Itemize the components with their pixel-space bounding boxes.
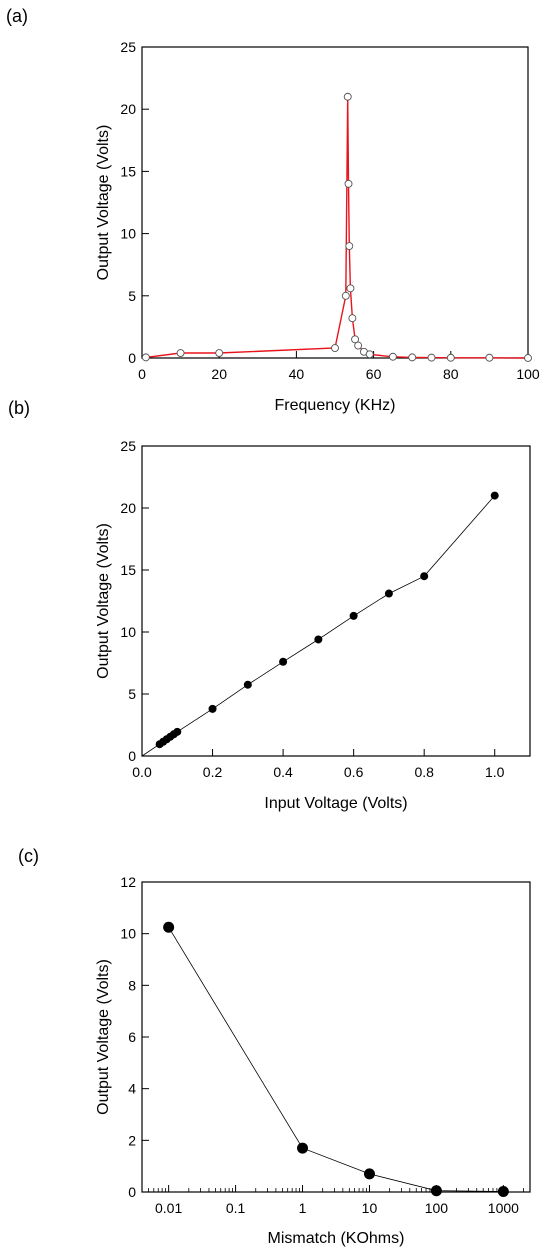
chart-c-xtick-label: 1 bbox=[299, 1200, 307, 1216]
chart-c-ytick-label: 2 bbox=[128, 1132, 136, 1148]
chart-c-series-line bbox=[168, 926, 504, 1192]
chart-b-data-point bbox=[420, 572, 429, 581]
chart-b-ytick-label: 25 bbox=[120, 438, 136, 454]
chart-c-data-point bbox=[363, 1168, 375, 1180]
chart-b-ytick-label: 0 bbox=[128, 748, 136, 764]
chart-a-ytick-label: 5 bbox=[128, 288, 136, 304]
chart-a-xtick-label: 100 bbox=[516, 366, 540, 382]
chart-a-ytick-label: 25 bbox=[120, 39, 136, 55]
chart-c-ytick-label: 6 bbox=[128, 1029, 136, 1045]
chart-b-data-point bbox=[279, 657, 288, 666]
chart-c-xtick-label: 0.01 bbox=[155, 1200, 182, 1216]
chart-a-data-point bbox=[331, 344, 339, 352]
chart-a-plot-frame bbox=[141, 46, 529, 359]
chart-c-ytick-label: 12 bbox=[120, 874, 136, 890]
chart-a-ytick-label: 0 bbox=[128, 350, 136, 366]
chart-c-xtick-label: 10 bbox=[362, 1200, 378, 1216]
chart-b-x-axis-label: Input Voltage (Volts) bbox=[264, 795, 407, 812]
chart-c-data-point bbox=[497, 1185, 509, 1197]
chart-c-data-point bbox=[430, 1185, 442, 1197]
chart-a-data-point bbox=[344, 179, 353, 188]
panel-label-b: (b) bbox=[8, 398, 30, 418]
chart-b-series-line bbox=[141, 495, 496, 757]
chart-b-xtick-label: 0.8 bbox=[414, 764, 434, 780]
chart-a-data-point bbox=[343, 92, 352, 101]
chart-a-data-point bbox=[215, 349, 224, 357]
chart-b-ytick-label: 15 bbox=[120, 562, 136, 578]
chart-a-data-point bbox=[341, 291, 350, 300]
chart-b-ytick-label: 5 bbox=[128, 686, 136, 702]
chart-a-y-axis-label: Output Voltage (Volts) bbox=[95, 125, 112, 281]
chart-b-y-axis-label: Output Voltage (Volts) bbox=[95, 523, 112, 679]
chart-a-data-point bbox=[388, 352, 397, 361]
chart-b-data-point bbox=[490, 491, 499, 500]
chart-b-data-point bbox=[173, 727, 182, 736]
chart-c-xtick-label: 0.1 bbox=[226, 1200, 246, 1216]
chart-a-data-point bbox=[351, 335, 360, 344]
chart-c-xtick-label: 100 bbox=[425, 1200, 449, 1216]
chart-a-data-point bbox=[348, 314, 357, 323]
chart-a-series-line bbox=[145, 96, 529, 359]
chart-a-ytick-label: 15 bbox=[120, 163, 136, 179]
chart-c-plot-frame bbox=[141, 881, 531, 1193]
chart-a-data-point bbox=[485, 353, 494, 362]
chart-b-data-point bbox=[314, 635, 323, 644]
chart-a-data-point bbox=[346, 284, 355, 293]
chart-a-data-point bbox=[176, 349, 185, 357]
chart-b-data-point bbox=[208, 704, 217, 713]
chart-a-data-point bbox=[141, 353, 150, 362]
chart-a-xtick-label: 20 bbox=[211, 366, 227, 382]
chart-b-xtick-label: 0.4 bbox=[273, 764, 293, 780]
chart-a-xtick-label: 60 bbox=[366, 366, 382, 382]
chart-b-plot-frame bbox=[141, 445, 531, 757]
chart-a-data-point bbox=[354, 341, 363, 350]
chart-b-xtick-label: 0.6 bbox=[344, 764, 364, 780]
chart-b-xtick-label: 1.0 bbox=[485, 764, 505, 780]
chart-c-data-point bbox=[163, 921, 175, 933]
chart-a-xtick-label: 0 bbox=[138, 366, 146, 382]
chart-a-xtick-label: 40 bbox=[289, 366, 305, 382]
chart-b-xtick-label: 0.0 bbox=[132, 764, 152, 780]
chart-a-x-axis-label: Frequency (KHz) bbox=[275, 397, 396, 414]
chart-a-ytick-label: 10 bbox=[120, 226, 136, 242]
chart-a-data-point bbox=[427, 353, 436, 362]
chart-b-data-point bbox=[349, 611, 358, 620]
chart-c-data-point bbox=[297, 1142, 309, 1154]
chart-a-data-point bbox=[365, 350, 374, 359]
chart-c-ytick-label: 10 bbox=[120, 926, 136, 942]
chart-b-ytick-label: 20 bbox=[120, 500, 136, 516]
chart-a-data-point bbox=[446, 353, 455, 362]
chart-b-data-point bbox=[243, 680, 252, 689]
chart-a-xtick-label: 80 bbox=[443, 366, 459, 382]
chart-c-y-axis-label: Output Voltage (Volts) bbox=[95, 959, 112, 1115]
chart-c-x-axis-label: Mismatch (KOhms) bbox=[268, 1230, 405, 1247]
chart-c-ytick-label: 4 bbox=[128, 1081, 136, 1097]
chart-b-xtick-label: 0.2 bbox=[203, 764, 223, 780]
chart-b-ytick-label: 10 bbox=[120, 624, 136, 640]
chart-b-data-point bbox=[384, 589, 393, 598]
chart-a-data-point bbox=[345, 242, 354, 250]
chart-a-data-point bbox=[408, 353, 417, 362]
chart-c-xtick-label: 1000 bbox=[488, 1200, 519, 1216]
chart-a-ytick-label: 20 bbox=[120, 101, 136, 117]
chart-c-ytick-label: 8 bbox=[128, 977, 136, 993]
chart-c-ytick-label: 0 bbox=[128, 1184, 136, 1200]
chart-a-data-point bbox=[524, 354, 532, 362]
panel-label-a: (a) bbox=[6, 6, 28, 26]
panel-label-c: (c) bbox=[18, 846, 39, 866]
